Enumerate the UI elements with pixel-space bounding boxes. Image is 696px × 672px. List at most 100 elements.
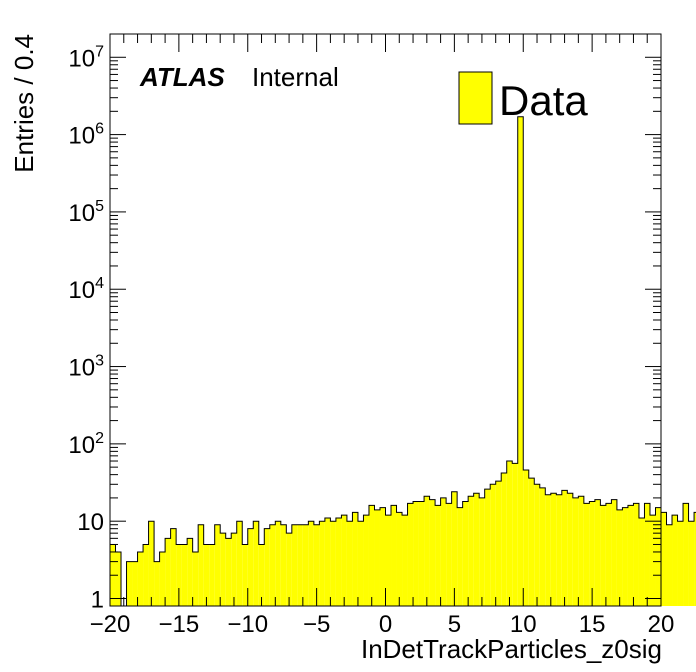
histogram-bin (275, 521, 281, 606)
atlas-label-bold: ATLAS (139, 62, 225, 92)
histogram-bin (148, 521, 155, 606)
histogram-bin (495, 481, 502, 606)
histogram-bin (644, 503, 650, 606)
x-tick-label: −5 (303, 611, 330, 638)
histogram-bin (319, 521, 325, 606)
histogram-bin (247, 528, 254, 606)
x-tick-label: 0 (379, 611, 392, 638)
histogram-bin (462, 501, 469, 606)
histogram-bin (556, 494, 562, 606)
histogram-bin (468, 496, 474, 606)
histogram-bin (286, 533, 292, 606)
histogram-bin (446, 503, 452, 606)
histogram-bin (572, 497, 579, 606)
histogram-bin (611, 499, 617, 606)
histogram-bin (583, 503, 590, 606)
histogram-bin (517, 116, 524, 607)
histogram-bin (302, 524, 309, 606)
y-axis-label: Entries / 0.4 (9, 34, 39, 173)
histogram-bin (490, 484, 496, 606)
y-tick-label: 105 (68, 198, 104, 227)
histogram-bin (539, 487, 546, 606)
histogram-bin (330, 521, 336, 606)
histogram-bin (198, 524, 204, 606)
histogram-bin (550, 493, 557, 606)
histogram-bin (457, 507, 463, 606)
y-axis: 1 10 102 103 104 105 106 107 (68, 33, 661, 614)
histogram-bin (214, 524, 221, 606)
histogram-bin (236, 521, 243, 606)
histogram-bin (484, 489, 491, 606)
histogram-bin (473, 493, 480, 606)
histogram-bin (501, 472, 507, 606)
histogram-bin (341, 515, 347, 606)
histogram-bin (132, 561, 138, 606)
histogram-bin (115, 551, 122, 606)
histogram-bin (638, 517, 645, 606)
histogram-bin (159, 551, 166, 606)
atlas-label-text: Internal (252, 62, 339, 92)
histogram-bin (258, 544, 265, 606)
legend-swatch (458, 71, 493, 125)
histogram-bin (627, 505, 634, 606)
histogram-bin (313, 524, 320, 606)
histogram-bin (231, 533, 237, 606)
histogram-bin (440, 497, 447, 606)
histogram-bin (528, 478, 535, 606)
histogram-bin (672, 515, 678, 606)
x-axis: −20 −15 −10 −5 0 5 10 15 20 (90, 34, 674, 638)
histogram-bin (391, 505, 397, 606)
histogram-bin (181, 544, 188, 606)
histogram-bin (594, 499, 601, 606)
x-tick-label: 5 (448, 611, 461, 638)
histogram-bin (253, 521, 259, 606)
histogram-bin (385, 515, 392, 606)
histogram-bin (666, 524, 673, 606)
histogram-bin (346, 521, 353, 606)
y-tick-label: 10 (77, 509, 104, 536)
y-tick-label: 104 (68, 275, 104, 304)
histogram-bin (622, 507, 628, 606)
histogram-bin (694, 512, 696, 606)
histogram-bin (280, 524, 287, 606)
histogram-bin (220, 533, 226, 606)
histogram-bin (357, 521, 364, 606)
histogram-bin (269, 524, 276, 606)
histogram-bin (407, 503, 414, 606)
histogram-bin (374, 509, 380, 606)
y-tick-label: 1 (91, 587, 104, 614)
histogram-bin (242, 544, 248, 606)
histogram-bin (435, 505, 441, 606)
histogram-bin (677, 521, 684, 606)
histogram-bin (661, 512, 667, 606)
histogram-bin (324, 517, 331, 606)
histogram-bin (352, 512, 358, 606)
y-tick-label: 107 (68, 43, 104, 72)
histogram-bin (126, 561, 133, 606)
x-tick-label: 10 (510, 611, 537, 638)
histogram-bin (402, 515, 408, 606)
histogram-bin (561, 490, 568, 606)
histogram-bin (335, 517, 342, 606)
histogram-bin (137, 551, 144, 606)
histogram-bin (308, 521, 314, 606)
histogram-bin (600, 505, 606, 606)
histogram-bin (578, 496, 584, 606)
histogram-bin (170, 528, 177, 606)
histogram-bin (418, 501, 425, 606)
histogram-bin (225, 538, 232, 606)
y-tick-label: 106 (68, 121, 104, 150)
histogram-bars (110, 116, 696, 607)
x-tick-label: −10 (227, 611, 268, 638)
histogram-bin (264, 528, 270, 606)
x-tick-label: 15 (579, 611, 606, 638)
histogram-outline (110, 116, 696, 607)
histogram-bin (534, 484, 540, 606)
histogram-bin (187, 538, 193, 606)
histogram-bin (506, 461, 513, 606)
histogram-bin (154, 561, 160, 606)
histogram-bin (616, 509, 623, 606)
histogram-bin (209, 544, 215, 606)
histogram-bin (633, 503, 639, 606)
